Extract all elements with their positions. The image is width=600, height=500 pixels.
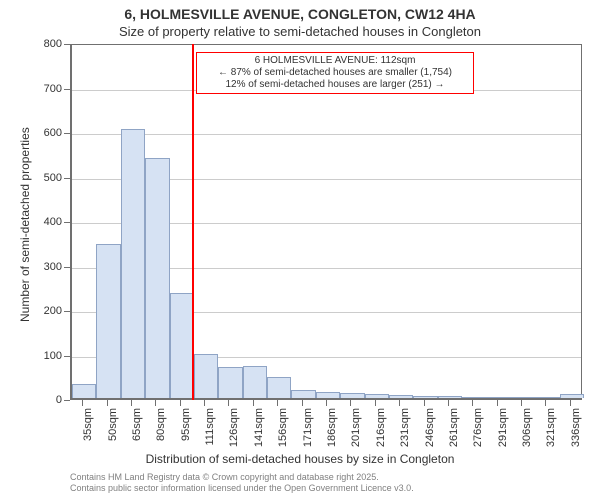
histogram-bar (121, 129, 145, 398)
y-tick (64, 178, 70, 179)
chart-title-line2: Size of property relative to semi-detach… (0, 24, 600, 39)
y-tick-label: 800 (34, 38, 62, 50)
y-tick (64, 400, 70, 401)
x-tick-label: 246sqm (424, 408, 436, 458)
histogram-bar (194, 354, 218, 399)
histogram-chart: 6, HOLMESVILLE AVENUE, CONGLETON, CW12 4… (0, 0, 600, 500)
y-tick (64, 356, 70, 357)
y-tick-label: 300 (34, 261, 62, 273)
x-tick-label: 276sqm (472, 408, 484, 458)
x-tick (424, 400, 425, 406)
histogram-bar (462, 397, 486, 398)
x-tick-label: 261sqm (448, 408, 460, 458)
x-tick-label: 65sqm (131, 408, 143, 458)
histogram-bar (291, 390, 315, 398)
histogram-bar (438, 396, 462, 398)
y-tick (64, 89, 70, 90)
histogram-bar (340, 393, 364, 398)
y-tick-label: 100 (34, 350, 62, 362)
y-tick-label: 700 (34, 83, 62, 95)
x-tick-label: 336sqm (570, 408, 582, 458)
y-tick (64, 133, 70, 134)
x-tick-label: 291sqm (497, 408, 509, 458)
annotation-box: 6 HOLMESVILLE AVENUE: 112sqm ← 87% of se… (196, 52, 474, 94)
y-tick-label: 600 (34, 127, 62, 139)
x-tick (253, 400, 254, 406)
x-tick-label: 306sqm (521, 408, 533, 458)
x-tick (497, 400, 498, 406)
x-tick (521, 400, 522, 406)
y-gridline (72, 134, 581, 135)
x-tick-label: 321sqm (545, 408, 557, 458)
footnote: Contains HM Land Registry data © Crown c… (70, 472, 414, 494)
x-tick (131, 400, 132, 406)
x-tick-label: 171sqm (302, 408, 314, 458)
histogram-bar (267, 377, 291, 398)
x-tick-label: 111sqm (204, 408, 216, 458)
y-axis-label: Number of semi-detached properties (18, 127, 32, 322)
histogram-bar (145, 158, 169, 398)
histogram-bar (218, 367, 242, 398)
x-tick (302, 400, 303, 406)
x-tick (350, 400, 351, 406)
x-tick-label: 50sqm (107, 408, 119, 458)
x-tick (82, 400, 83, 406)
histogram-bar (365, 394, 389, 398)
marker-line (192, 44, 194, 400)
x-tick-label: 201sqm (350, 408, 362, 458)
annotation-line-2: ← 87% of semi-detached houses are smalle… (201, 67, 469, 79)
chart-title-line1: 6, HOLMESVILLE AVENUE, CONGLETON, CW12 4… (0, 6, 600, 22)
x-tick (180, 400, 181, 406)
histogram-bar (389, 395, 413, 398)
histogram-bar (511, 397, 535, 398)
histogram-bar (316, 392, 340, 398)
x-tick-label: 126sqm (228, 408, 240, 458)
x-tick-label: 35sqm (82, 408, 94, 458)
histogram-bar (413, 396, 437, 398)
x-tick-label: 95sqm (180, 408, 192, 458)
histogram-bar (486, 397, 510, 398)
x-tick (155, 400, 156, 406)
plot-area (70, 44, 582, 400)
x-tick (448, 400, 449, 406)
histogram-bar (72, 384, 96, 398)
y-tick-label: 0 (34, 394, 62, 406)
y-tick-label: 200 (34, 305, 62, 317)
y-tick (64, 267, 70, 268)
y-tick (64, 44, 70, 45)
x-tick-label: 231sqm (399, 408, 411, 458)
x-tick-label: 80sqm (155, 408, 167, 458)
x-tick-label: 216sqm (375, 408, 387, 458)
y-tick-label: 500 (34, 172, 62, 184)
footnote-line-2: Contains public sector information licen… (70, 483, 414, 494)
x-tick-label: 186sqm (326, 408, 338, 458)
histogram-bar (560, 394, 584, 398)
x-tick (399, 400, 400, 406)
y-tick-label: 400 (34, 216, 62, 228)
x-tick (472, 400, 473, 406)
y-tick (64, 311, 70, 312)
x-tick (375, 400, 376, 406)
x-tick (570, 400, 571, 406)
x-tick (326, 400, 327, 406)
annotation-line-1: 6 HOLMESVILLE AVENUE: 112sqm (201, 55, 469, 67)
histogram-bar (243, 366, 267, 398)
y-tick (64, 222, 70, 223)
x-tick (107, 400, 108, 406)
annotation-line-3: 12% of semi-detached houses are larger (… (201, 79, 469, 91)
histogram-bar (170, 293, 194, 398)
x-tick (277, 400, 278, 406)
x-tick-label: 141sqm (253, 408, 265, 458)
x-tick-label: 156sqm (277, 408, 289, 458)
x-tick (204, 400, 205, 406)
histogram-bar (96, 244, 120, 398)
histogram-bar (535, 397, 559, 398)
x-tick (545, 400, 546, 406)
footnote-line-1: Contains HM Land Registry data © Crown c… (70, 472, 414, 483)
x-tick (228, 400, 229, 406)
